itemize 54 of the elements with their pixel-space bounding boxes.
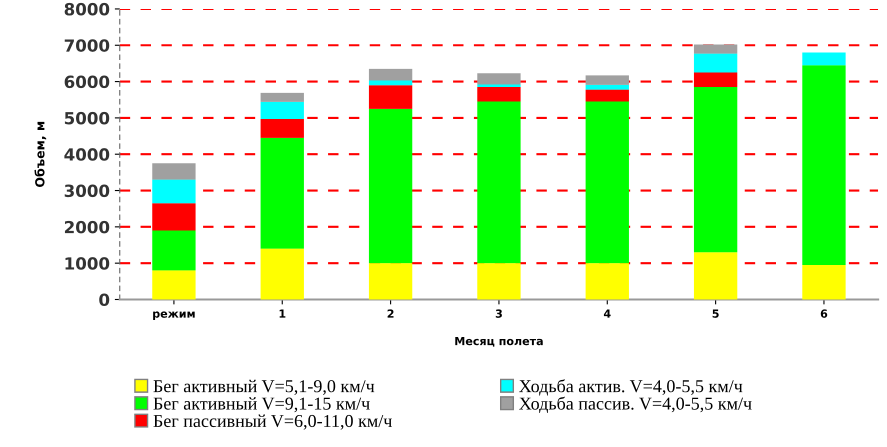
bar [260,92,304,102]
x-tick-label: 2 [388,309,394,318]
x-tick-label: 4 [604,310,611,318]
y-tick-label: 3000 [64,184,110,198]
legend-label: Ходьба актив. V=4,0-5,5 км/ч [519,379,742,396]
legend-label: Бег пассивный V=6,0-11,0 км/ч [153,414,392,430]
bar [477,73,521,84]
bar [152,163,196,180]
y-tick-label: 1000 [66,257,110,270]
bar [477,87,521,102]
bar [586,84,629,90]
y-tick-label: 2000 [64,220,110,234]
bar [802,52,846,66]
bar [368,85,412,109]
y-tick-label: 6000 [64,76,110,88]
x-tick-label: 6 [820,309,828,318]
y-tick-label: 5000 [64,112,110,124]
y-tick-label: 4000 [64,148,110,161]
y-tick-label: 0 [99,293,110,306]
bar [694,44,738,54]
bar [477,263,521,300]
bar [152,180,196,204]
bar [368,263,412,300]
x-tick-label: 3 [496,309,502,318]
bar [368,80,412,86]
bar [152,270,196,300]
legend-label: Бег активный V=9,1-15 км/ч [153,397,370,412]
bar [586,75,629,85]
bar [586,90,629,102]
legend-label: Ходьба пассив. V=4,0-5,5 км/ч [519,396,752,414]
bar [260,102,304,119]
x-tick-label: 5 [712,310,719,318]
bar [802,264,846,300]
bar [477,102,521,264]
bar [260,118,304,138]
bar [152,230,196,270]
bar [694,87,738,252]
x-axis-title: Месяц полета [455,336,543,347]
y-tick-label: 7000 [64,39,110,52]
y-axis-title: Объем, м [34,122,46,187]
x-tick-label: 1 [280,310,286,318]
legend-label: Бег активный V=5,1-9,0 км/ч [153,380,374,395]
x-tick-label: режим [153,311,195,320]
bar [368,68,412,80]
bar [802,65,846,265]
bar [368,108,412,264]
y-tick-label: 8000 [64,2,110,16]
bar [694,54,738,72]
bar [260,248,304,300]
bar [477,84,521,88]
bar [694,252,738,300]
bar [260,138,304,249]
bar [586,263,629,300]
bar [586,102,629,264]
